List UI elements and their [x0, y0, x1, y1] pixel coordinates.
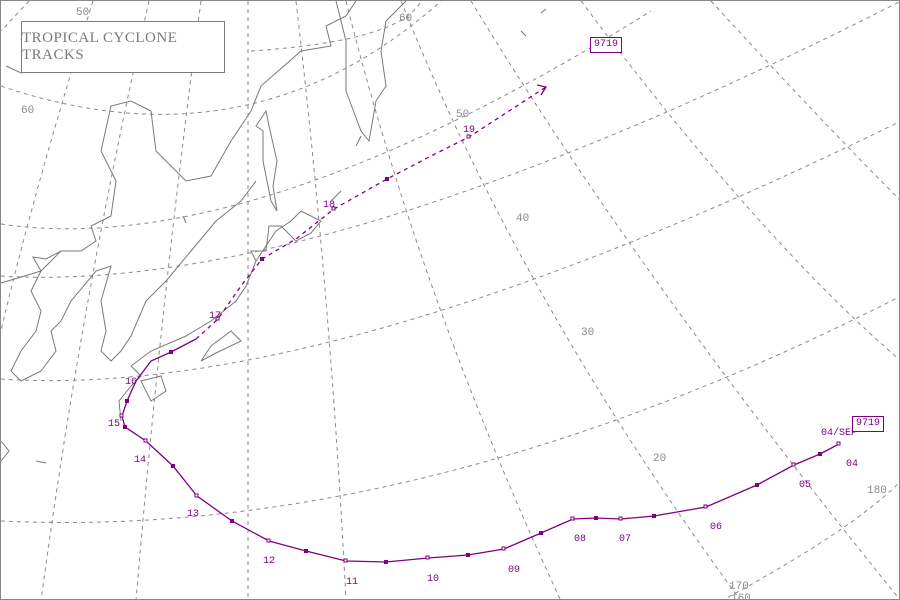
track-point-open [331, 206, 336, 211]
day-label: 10 [427, 574, 439, 585]
day-label: 06 [710, 522, 722, 533]
lat-label: 50 [456, 109, 469, 121]
arrow-head-icon [536, 84, 548, 96]
meridian-line [1, 1, 30, 32]
coast-sakhalin [255, 109, 278, 212]
coastlines [1, 1, 547, 464]
track-point-open [143, 438, 148, 443]
track-point [539, 531, 543, 535]
latitude-line [1, 121, 899, 382]
meridian-line [295, 1, 347, 599]
track-point [466, 553, 470, 557]
track-point-open [194, 493, 199, 498]
track-dashed [195, 86, 547, 340]
lat-label: 40 [516, 213, 529, 225]
track-point-open [266, 538, 271, 543]
coast-islands [1, 8, 547, 464]
lat-label: 30 [581, 327, 594, 339]
day-label: 16 [125, 377, 137, 388]
track-point-open [343, 558, 348, 563]
latitude-line [1, 10, 652, 230]
coast-mainland [1, 1, 357, 284]
day-label: 19 [463, 125, 475, 136]
day-labels: 04/SEP 04 05 06 07 08 09 10 11 12 13 14 … [108, 125, 858, 588]
lat-label: 60 [21, 105, 34, 117]
day-label: 15 [108, 419, 120, 430]
coast-japan [118, 210, 322, 422]
track-point-open [215, 316, 220, 321]
latitude-line [250, 1, 422, 52]
track-point [123, 425, 127, 429]
day-label: 17 [209, 311, 221, 322]
track-point-open [570, 516, 575, 521]
track-point [260, 257, 264, 261]
track-point [169, 350, 173, 354]
day-label: 09 [508, 565, 520, 576]
lon-label: 180 [867, 485, 887, 497]
day-label: 04 [846, 459, 858, 470]
grid-labels: 20 30 40 50 60 60 50 170 180 160 [21, 7, 887, 600]
track-open-points [119, 134, 841, 563]
lat-label: 50 [76, 7, 89, 19]
map-title: TROPICAL CYCLONE TRACKS [21, 21, 225, 73]
day-label: 11 [346, 577, 358, 588]
track-point-open [466, 134, 471, 139]
track-point [652, 514, 656, 518]
track-point-open [618, 516, 623, 521]
start-date-label: 04/SEP [821, 427, 857, 439]
typhoon-id-label-start: 9719 [852, 416, 885, 432]
day-label: 18 [323, 200, 335, 211]
coast-korea [10, 180, 257, 382]
day-label: 12 [263, 556, 275, 567]
day-label: 07 [619, 534, 631, 545]
track-point [594, 516, 598, 520]
track-point-open [425, 555, 430, 560]
track-point [384, 560, 388, 564]
track-point [171, 464, 175, 468]
lon-label: 160 [731, 593, 751, 600]
meridian-line [710, 1, 899, 200]
day-label: 08 [574, 534, 586, 545]
typhoon-track [119, 84, 841, 564]
track-solid [121, 338, 840, 563]
latitude-line [1, 296, 899, 523]
meridian-line [40, 1, 150, 599]
latitude-line [723, 482, 899, 599]
lat-label: 20 [653, 453, 666, 465]
track-point [818, 452, 822, 456]
meridian-line [400, 1, 741, 599]
meridian-line [580, 1, 899, 360]
track-point-open [501, 546, 506, 551]
track-point-open [703, 504, 708, 509]
track-point-open [791, 462, 796, 467]
day-label: 05 [799, 480, 811, 491]
coast-kamchatka [335, 1, 407, 143]
track-point-open [836, 441, 841, 446]
meridian-line [345, 1, 561, 599]
day-label: 13 [187, 509, 199, 520]
track-point [755, 483, 759, 487]
track-point [230, 519, 234, 523]
typhoon-id-label-end: 9719 [590, 37, 623, 53]
day-label: 14 [134, 455, 146, 466]
track-point [304, 549, 308, 553]
track-point [125, 399, 129, 403]
lon-label: 170 [729, 581, 749, 593]
lat-label: 60 [399, 13, 412, 25]
track-point [385, 177, 389, 181]
track-point-open [119, 413, 124, 418]
meridian-line [1, 1, 94, 332]
latitude-line [1, 1, 899, 278]
track-points [123, 177, 822, 564]
